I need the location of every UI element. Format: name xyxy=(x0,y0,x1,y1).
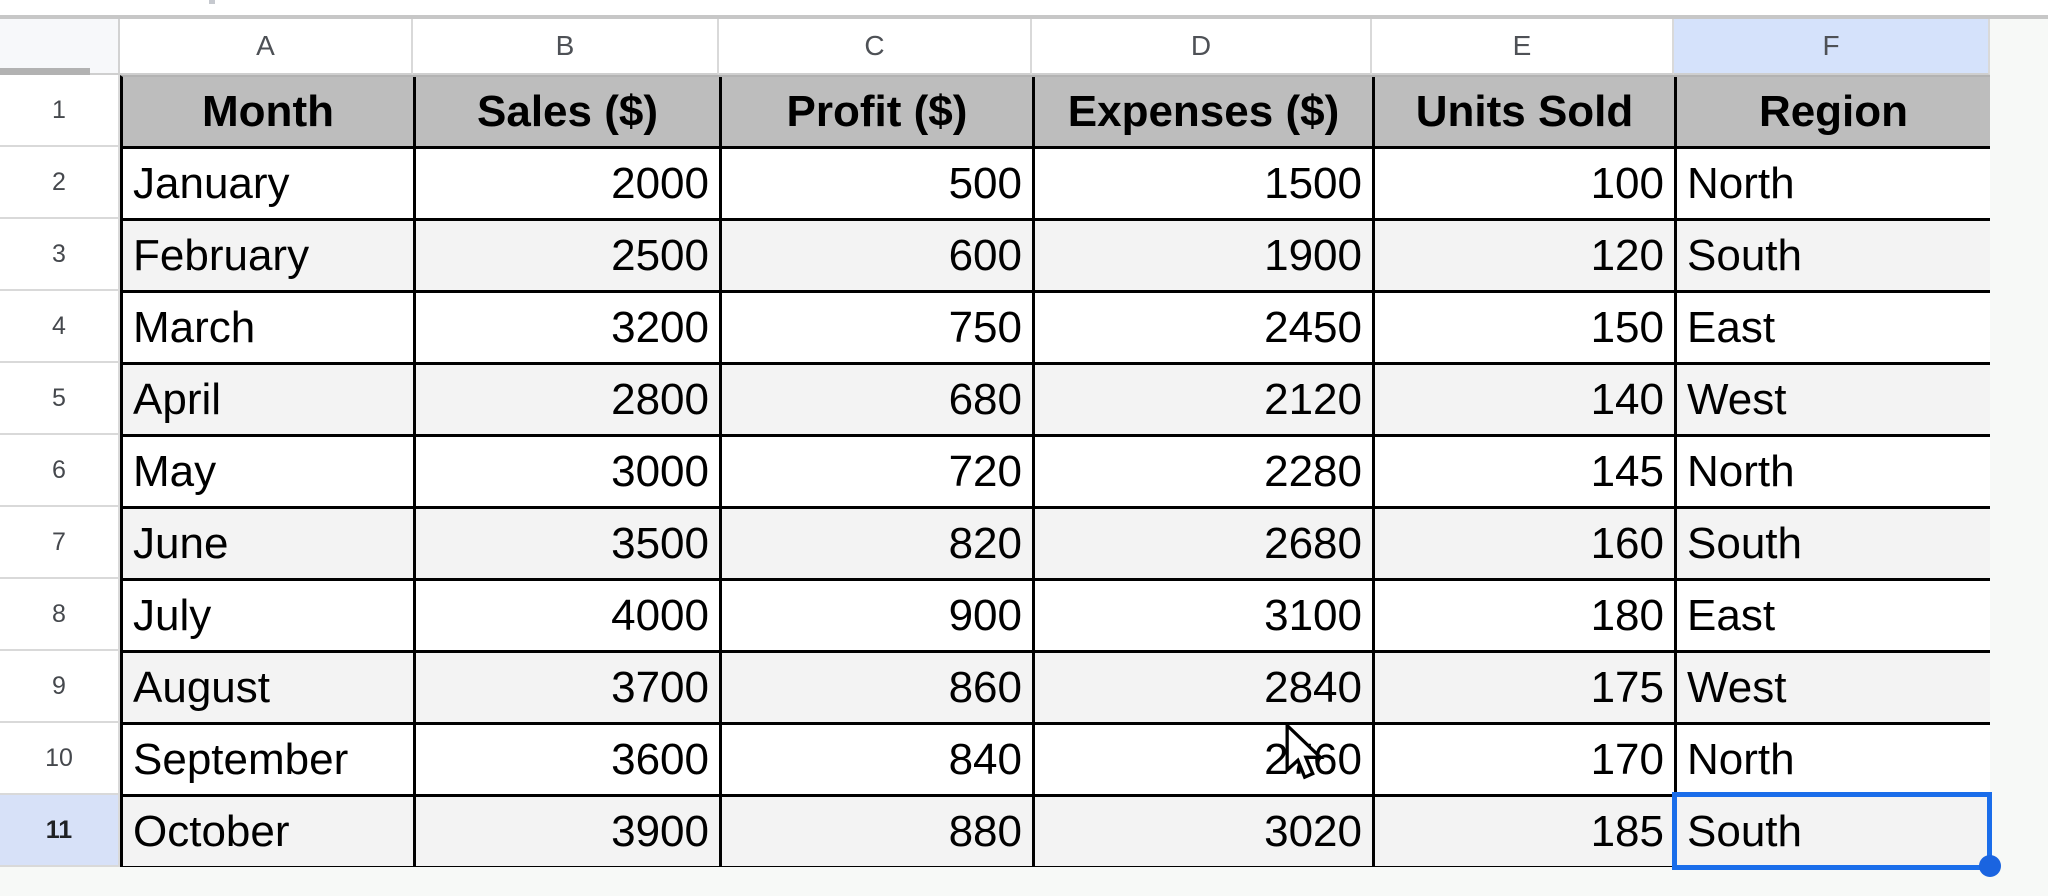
cell-C10[interactable]: 840 xyxy=(722,725,1035,797)
outside-grid-bottom xyxy=(0,867,2048,896)
cell-A9[interactable]: August xyxy=(123,653,416,725)
cell-B5[interactable]: 2800 xyxy=(416,365,722,437)
cell-A10[interactable]: September xyxy=(123,725,416,797)
cell-F3[interactable]: South xyxy=(1677,221,1993,293)
cell-E7[interactable]: 160 xyxy=(1375,509,1677,581)
row-header-4[interactable]: 4 xyxy=(0,291,118,363)
cell-D4[interactable]: 2450 xyxy=(1035,293,1375,365)
cell-B8[interactable]: 4000 xyxy=(416,581,722,653)
cell-F7[interactable]: South xyxy=(1677,509,1993,581)
row-header-8[interactable]: 8 xyxy=(0,579,118,651)
cell-A2[interactable]: January xyxy=(123,149,416,221)
cell-F2[interactable]: North xyxy=(1677,149,1993,221)
row-header-7[interactable]: 7 xyxy=(0,507,118,579)
row-header-2[interactable]: 2 xyxy=(0,147,118,219)
cell-D6[interactable]: 2280 xyxy=(1035,437,1375,509)
row-header-10[interactable]: 10 xyxy=(0,723,118,795)
cell-D5[interactable]: 2120 xyxy=(1035,365,1375,437)
cell-B10[interactable]: 3600 xyxy=(416,725,722,797)
outside-grid-right xyxy=(1990,75,2048,867)
cell-F10[interactable]: North xyxy=(1677,725,1993,797)
header-divider-line xyxy=(0,15,2048,19)
cell-E8[interactable]: 180 xyxy=(1375,581,1677,653)
cell-F9[interactable]: West xyxy=(1677,653,1993,725)
cell-F4[interactable]: East xyxy=(1677,293,1993,365)
select-all-corner[interactable] xyxy=(0,19,120,75)
cell-A3[interactable]: February xyxy=(123,221,416,293)
toolbar-edge-fragment xyxy=(209,0,215,4)
row-header-6[interactable]: 6 xyxy=(0,435,118,507)
column-header-A[interactable]: A xyxy=(120,19,413,75)
row-header-3[interactable]: 3 xyxy=(0,219,118,291)
cell-B2[interactable]: 2000 xyxy=(416,149,722,221)
column-header-D[interactable]: D xyxy=(1032,19,1372,75)
cell-D1[interactable]: Expenses ($) xyxy=(1035,77,1375,149)
cell-grid: Month Sales ($) Profit ($) Expenses ($) Unit… xyxy=(120,75,1993,869)
column-header-filler xyxy=(1990,19,2048,75)
cell-F11[interactable]: South xyxy=(1677,797,1993,869)
cell-C1[interactable]: Profit ($) xyxy=(722,77,1035,149)
cell-C9[interactable]: 860 xyxy=(722,653,1035,725)
column-header-E[interactable]: E xyxy=(1372,19,1674,75)
cell-D10[interactable]: 2760 xyxy=(1035,725,1375,797)
column-header-F[interactable]: F xyxy=(1674,19,1990,75)
corner-notch xyxy=(0,68,90,75)
cell-E6[interactable]: 145 xyxy=(1375,437,1677,509)
cell-C11[interactable]: 880 xyxy=(722,797,1035,869)
cell-E1[interactable]: Units Sold xyxy=(1375,77,1677,149)
cell-A4[interactable]: March xyxy=(123,293,416,365)
cell-C3[interactable]: 600 xyxy=(722,221,1035,293)
cell-F8[interactable]: East xyxy=(1677,581,1993,653)
cell-C2[interactable]: 500 xyxy=(722,149,1035,221)
cell-D3[interactable]: 1900 xyxy=(1035,221,1375,293)
row-header-5[interactable]: 5 xyxy=(0,363,118,435)
cell-A1[interactable]: Month xyxy=(123,77,416,149)
cell-D11[interactable]: 3020 xyxy=(1035,797,1375,869)
cell-A11[interactable]: October xyxy=(123,797,416,869)
row-header-strip: 1 2 3 4 5 6 7 8 9 10 11 xyxy=(0,75,120,867)
cell-B1[interactable]: Sales ($) xyxy=(416,77,722,149)
cell-A6[interactable]: May xyxy=(123,437,416,509)
row-header-1[interactable]: 1 xyxy=(0,75,118,147)
row-header-9[interactable]: 9 xyxy=(0,651,118,723)
cell-F5[interactable]: West xyxy=(1677,365,1993,437)
cell-E9[interactable]: 175 xyxy=(1375,653,1677,725)
cell-D8[interactable]: 3100 xyxy=(1035,581,1375,653)
cell-E10[interactable]: 170 xyxy=(1375,725,1677,797)
cell-D9[interactable]: 2840 xyxy=(1035,653,1375,725)
cell-C7[interactable]: 820 xyxy=(722,509,1035,581)
cell-A5[interactable]: April xyxy=(123,365,416,437)
cell-B4[interactable]: 3200 xyxy=(416,293,722,365)
cell-C4[interactable]: 750 xyxy=(722,293,1035,365)
cell-E11[interactable]: 185 xyxy=(1375,797,1677,869)
cell-C8[interactable]: 900 xyxy=(722,581,1035,653)
top-margin xyxy=(0,0,2048,15)
cell-C5[interactable]: 680 xyxy=(722,365,1035,437)
cell-E3[interactable]: 120 xyxy=(1375,221,1677,293)
cell-A7[interactable]: June xyxy=(123,509,416,581)
cell-B9[interactable]: 3700 xyxy=(416,653,722,725)
cell-C6[interactable]: 720 xyxy=(722,437,1035,509)
row-header-11[interactable]: 11 xyxy=(0,795,118,867)
column-header-B[interactable]: B xyxy=(413,19,719,75)
cell-E4[interactable]: 150 xyxy=(1375,293,1677,365)
cell-B7[interactable]: 3500 xyxy=(416,509,722,581)
cell-D7[interactable]: 2680 xyxy=(1035,509,1375,581)
cell-F6[interactable]: North xyxy=(1677,437,1993,509)
cell-E5[interactable]: 140 xyxy=(1375,365,1677,437)
cell-B11[interactable]: 3900 xyxy=(416,797,722,869)
cell-B3[interactable]: 2500 xyxy=(416,221,722,293)
cell-E2[interactable]: 100 xyxy=(1375,149,1677,221)
cell-D2[interactable]: 1500 xyxy=(1035,149,1375,221)
cell-B6[interactable]: 3000 xyxy=(416,437,722,509)
column-header-C[interactable]: C xyxy=(719,19,1032,75)
cell-F1[interactable]: Region xyxy=(1677,77,1993,149)
cell-A8[interactable]: July xyxy=(123,581,416,653)
